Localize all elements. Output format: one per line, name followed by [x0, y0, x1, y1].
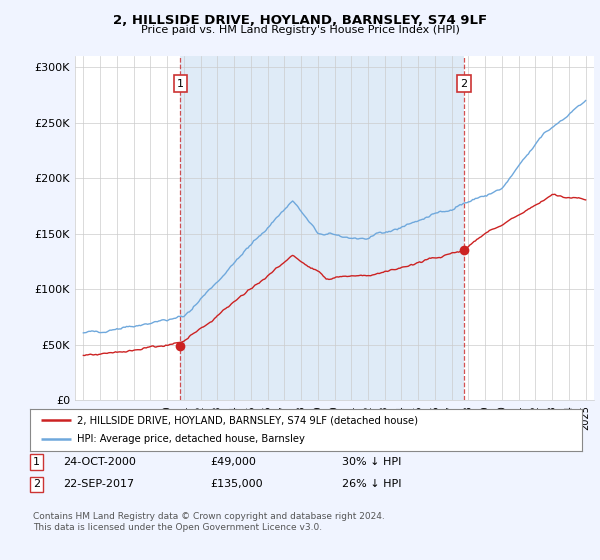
- Text: Contains HM Land Registry data © Crown copyright and database right 2024.
This d: Contains HM Land Registry data © Crown c…: [33, 512, 385, 532]
- Text: 24-OCT-2000: 24-OCT-2000: [63, 457, 136, 467]
- Text: £49,000: £49,000: [210, 457, 256, 467]
- Text: 2, HILLSIDE DRIVE, HOYLAND, BARNSLEY, S74 9LF (detached house): 2, HILLSIDE DRIVE, HOYLAND, BARNSLEY, S7…: [77, 415, 418, 425]
- Text: 26% ↓ HPI: 26% ↓ HPI: [342, 479, 401, 489]
- Text: £135,000: £135,000: [210, 479, 263, 489]
- Text: 2: 2: [460, 78, 467, 88]
- Text: 22-SEP-2017: 22-SEP-2017: [63, 479, 134, 489]
- Text: Price paid vs. HM Land Registry's House Price Index (HPI): Price paid vs. HM Land Registry's House …: [140, 25, 460, 35]
- Text: 2: 2: [33, 479, 40, 489]
- Text: 30% ↓ HPI: 30% ↓ HPI: [342, 457, 401, 467]
- Bar: [181, 56, 464, 400]
- Text: 2, HILLSIDE DRIVE, HOYLAND, BARNSLEY, S74 9LF: 2, HILLSIDE DRIVE, HOYLAND, BARNSLEY, S7…: [113, 14, 487, 27]
- Text: 1: 1: [33, 457, 40, 467]
- Text: HPI: Average price, detached house, Barnsley: HPI: Average price, detached house, Barn…: [77, 435, 305, 445]
- Text: 1: 1: [177, 78, 184, 88]
